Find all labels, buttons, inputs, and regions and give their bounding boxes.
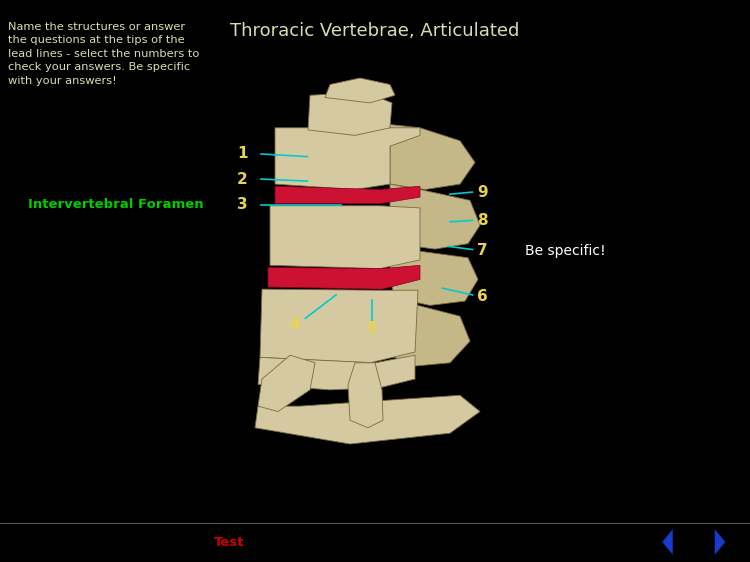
Text: 6: 6 — [477, 289, 488, 304]
Text: 3: 3 — [237, 197, 248, 212]
Polygon shape — [258, 355, 415, 390]
Text: Labels: Labels — [140, 536, 183, 549]
Text: Correlation: Correlation — [274, 536, 348, 549]
Polygon shape — [390, 301, 470, 366]
Text: Name the structures or answer
the questions at the tips of the
lead lines - sele: Name the structures or answer the questi… — [8, 22, 200, 86]
Text: 2: 2 — [237, 171, 248, 187]
Text: 1: 1 — [237, 147, 248, 161]
Polygon shape — [715, 529, 725, 555]
Text: Be specific!: Be specific! — [525, 243, 606, 257]
Text: 3/14: 3/14 — [676, 536, 706, 549]
Polygon shape — [390, 125, 475, 189]
Polygon shape — [308, 92, 392, 135]
Polygon shape — [348, 363, 383, 428]
Text: Test: Test — [214, 536, 244, 549]
Polygon shape — [275, 128, 420, 189]
Text: Throracic Vertebrae, Articulated: Throracic Vertebrae, Articulated — [230, 22, 520, 40]
Text: Main Menu: Main Menu — [542, 536, 614, 549]
Text: 7: 7 — [477, 243, 488, 258]
Text: 9: 9 — [477, 184, 488, 200]
Polygon shape — [325, 78, 395, 103]
Polygon shape — [258, 355, 315, 411]
Text: 8: 8 — [477, 213, 488, 228]
Polygon shape — [270, 206, 420, 269]
Text: 4: 4 — [290, 317, 300, 332]
Text: 5: 5 — [367, 321, 377, 337]
Polygon shape — [662, 529, 673, 555]
Polygon shape — [390, 247, 478, 305]
Polygon shape — [390, 184, 480, 249]
Text: Description: Description — [26, 536, 102, 549]
Polygon shape — [260, 289, 418, 363]
Polygon shape — [275, 186, 420, 203]
Text: Thoracic Cage Menu: Thoracic Cage Menu — [400, 536, 537, 549]
Text: Intervertebral Foramen: Intervertebral Foramen — [28, 198, 204, 211]
Polygon shape — [268, 265, 420, 289]
Polygon shape — [255, 395, 480, 444]
